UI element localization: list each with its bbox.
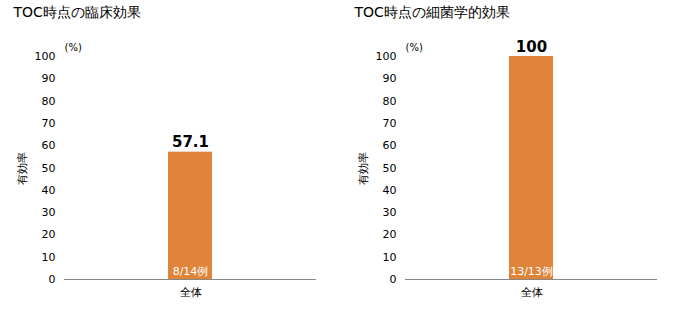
svg-text:57.1: 57.1 (171, 133, 208, 151)
svg-text:30: 30 (382, 206, 396, 219)
svg-text:全体: 全体 (179, 286, 201, 299)
svg-text:40: 40 (41, 184, 55, 197)
svg-text:10: 10 (41, 251, 55, 264)
svg-text:90: 90 (41, 72, 55, 85)
svg-text:100: 100 (515, 38, 546, 56)
svg-text:80: 80 (41, 95, 55, 108)
svg-text:30: 30 (41, 206, 55, 219)
html-text:TOC時点の臨床効果: TOC時点の臨床効果 (13, 4, 141, 20)
svg-text:50: 50 (41, 162, 55, 175)
svg-text:70: 70 (382, 117, 396, 130)
svg-text:(%): (%) (405, 42, 422, 53)
svg-text:40: 40 (382, 184, 396, 197)
svg-text:0: 0 (48, 273, 55, 286)
svg-text:有効率: 有効率 (357, 152, 370, 185)
svg-text:全体: 全体 (520, 286, 542, 299)
svg-text:(%): (%) (64, 42, 81, 53)
html-text:TOC時点の細菌学的効果: TOC時点の細菌学的効果 (354, 4, 510, 20)
svg-text:0: 0 (389, 273, 396, 286)
svg-text:20: 20 (41, 228, 55, 241)
svg-text:80: 80 (382, 95, 396, 108)
svg-text:60: 60 (41, 139, 55, 152)
svg-text:90: 90 (382, 72, 396, 85)
svg-text:100: 100 (34, 50, 55, 63)
svg-text:70: 70 (41, 117, 55, 130)
svg-text:8/14例: 8/14例 (172, 265, 208, 278)
svg-text:13/13例: 13/13例 (510, 265, 553, 278)
svg-text:60: 60 (382, 139, 396, 152)
svg-text:10: 10 (382, 251, 396, 264)
svg-text:有効率: 有効率 (16, 152, 29, 185)
svg-text:50: 50 (382, 162, 396, 175)
svg-text:100: 100 (375, 50, 396, 63)
svg-text:20: 20 (382, 228, 396, 241)
